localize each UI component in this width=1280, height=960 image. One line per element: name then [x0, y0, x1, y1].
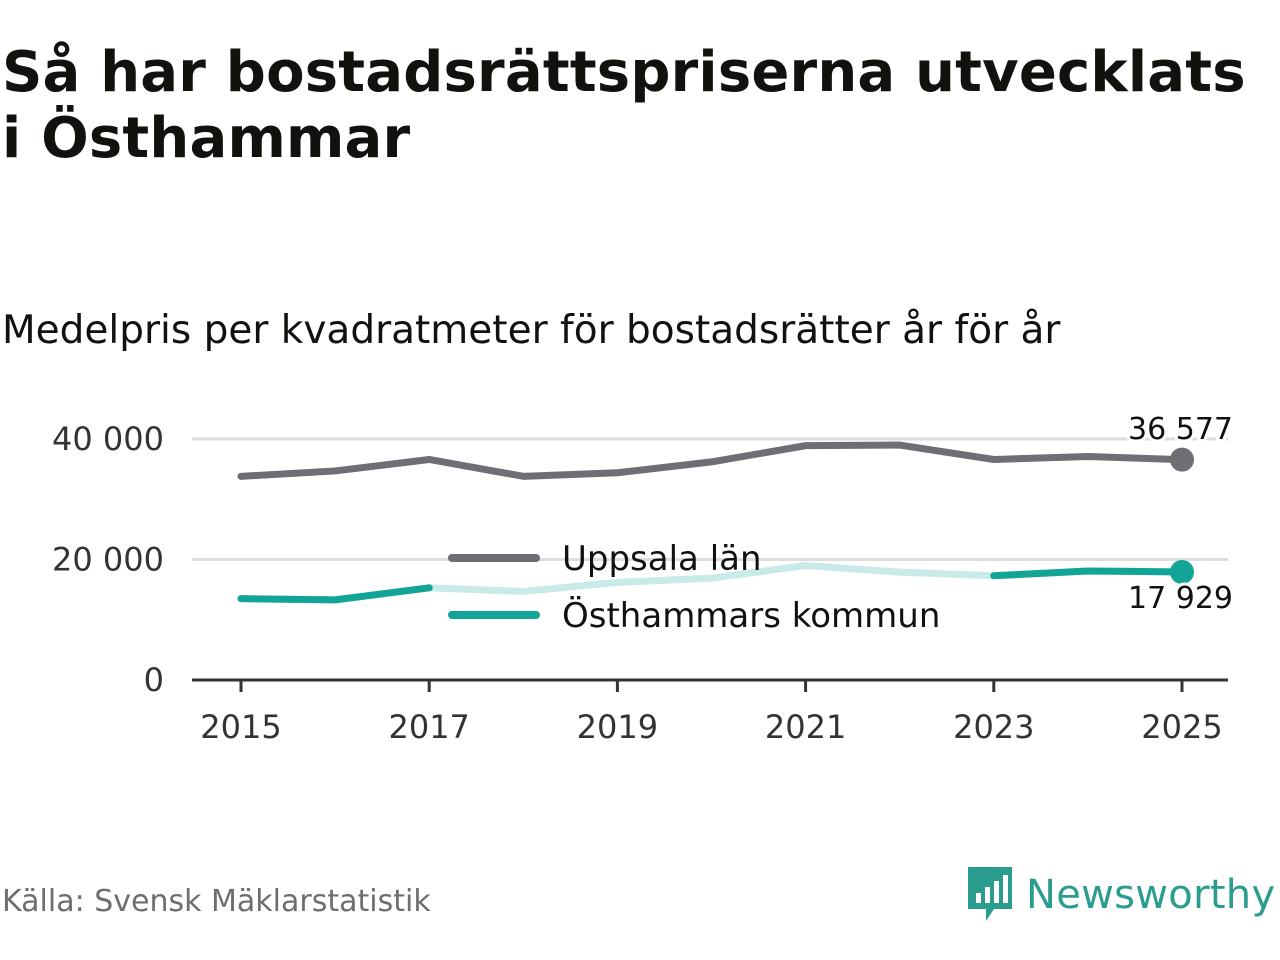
series-line-uppsala: [237, 441, 1186, 480]
legend-label: Östhammars kommun: [562, 595, 940, 636]
end-label-osthammar: 17 929: [1128, 581, 1233, 616]
x-tick-label: 2017: [388, 708, 469, 746]
x-tick-label: 2023: [953, 708, 1034, 746]
source-note: Källa: Svensk Mäklarstatistik: [2, 884, 431, 919]
y-tick-label: 40 000: [52, 420, 164, 458]
chart-title: Så har bostadsrättspriserna utvecklats i…: [2, 40, 1246, 171]
x-tick-label: 2019: [577, 708, 658, 746]
x-axis: 2015 2017 2019 2021 2023 2025: [192, 678, 1228, 746]
series-line-osthammar: [990, 567, 1186, 580]
legend-label: Uppsala län: [562, 539, 762, 579]
x-tick-label: 2021: [765, 708, 846, 746]
brand-name: Newsworthy: [1026, 872, 1276, 918]
series-end-point-osthammar: [1170, 559, 1194, 584]
series-end-point-uppsala: [1170, 447, 1194, 472]
y-axis-ticks: 0 20 000 40 000: [52, 420, 164, 699]
x-tick-label: 2025: [1141, 708, 1222, 746]
series-line-osthammar: [237, 584, 433, 604]
y-tick-label: 0: [144, 661, 164, 699]
series-lines: [237, 441, 1194, 604]
x-tick-label: 2015: [200, 708, 281, 746]
brand-logo[interactable]: Newsworthy: [964, 862, 1275, 928]
end-label-uppsala: 36 577: [1128, 412, 1233, 447]
legend: Uppsala län Östhammars kommun: [448, 539, 940, 636]
gridlines: [192, 437, 1228, 561]
newsworthy-logo-icon: [968, 867, 1012, 921]
end-value-labels: 36 577 17 929: [1125, 409, 1236, 619]
y-tick-label: 20 000: [52, 541, 164, 579]
chart-subtitle: Medelpris per kvadratmeter för bostadsrä…: [2, 308, 1061, 353]
